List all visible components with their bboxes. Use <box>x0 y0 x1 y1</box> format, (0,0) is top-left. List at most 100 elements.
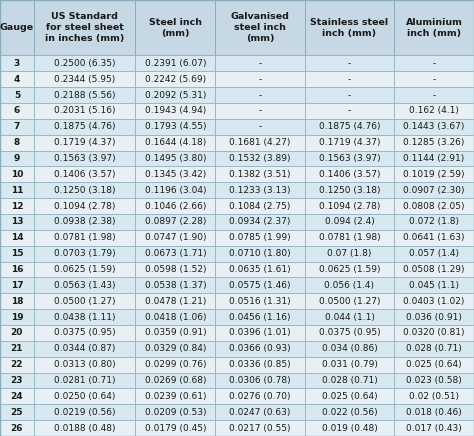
Bar <box>305 325 394 341</box>
Bar <box>215 0 305 55</box>
Bar <box>34 72 136 87</box>
Bar <box>394 103 474 119</box>
Bar <box>215 309 305 325</box>
Bar <box>394 293 474 309</box>
Text: Stainless steel
inch (mm): Stainless steel inch (mm) <box>310 18 389 37</box>
Text: 0.017 (0.43): 0.017 (0.43) <box>406 423 462 433</box>
Bar <box>215 119 305 135</box>
Text: 0.0375 (0.95): 0.0375 (0.95) <box>319 328 380 337</box>
Text: 0.2242 (5.69): 0.2242 (5.69) <box>145 75 206 84</box>
Bar <box>305 167 394 182</box>
Bar <box>0 388 34 404</box>
Bar <box>136 262 215 277</box>
Bar <box>215 55 305 72</box>
Bar <box>305 388 394 404</box>
Text: 0.2500 (6.35): 0.2500 (6.35) <box>54 59 115 68</box>
Text: 0.028 (0.71): 0.028 (0.71) <box>321 376 377 385</box>
Text: 0.0250 (0.64): 0.0250 (0.64) <box>54 392 115 401</box>
Text: 0.1563 (3.97): 0.1563 (3.97) <box>54 154 116 163</box>
Text: 0.0563 (1.43): 0.0563 (1.43) <box>54 281 115 290</box>
Bar <box>34 214 136 230</box>
Bar <box>305 119 394 135</box>
Bar <box>305 55 394 72</box>
Bar <box>136 309 215 325</box>
Bar <box>305 420 394 436</box>
Bar <box>136 103 215 119</box>
Text: 0.1943 (4.94): 0.1943 (4.94) <box>145 106 206 116</box>
Text: US Standard
for steel sheet
in inches (mm): US Standard for steel sheet in inches (m… <box>45 13 124 43</box>
Text: 0.0508 (1.29): 0.0508 (1.29) <box>403 265 465 274</box>
Text: 0.07 (1.8): 0.07 (1.8) <box>327 249 372 258</box>
Text: 0.034 (0.86): 0.034 (0.86) <box>321 344 377 353</box>
Bar <box>305 309 394 325</box>
Bar <box>215 214 305 230</box>
Bar <box>136 0 215 55</box>
Text: 0.2031 (5.16): 0.2031 (5.16) <box>54 106 115 116</box>
Text: 4: 4 <box>14 75 20 84</box>
Text: -: - <box>432 75 436 84</box>
Text: 0.0336 (0.85): 0.0336 (0.85) <box>229 360 291 369</box>
Text: 0.0313 (0.80): 0.0313 (0.80) <box>54 360 116 369</box>
Text: 0.1233 (3.13): 0.1233 (3.13) <box>229 186 291 195</box>
Bar <box>34 246 136 262</box>
Bar <box>0 420 34 436</box>
Bar <box>215 341 305 357</box>
Bar <box>394 182 474 198</box>
Text: 21: 21 <box>11 344 23 353</box>
Text: 0.0938 (2.38): 0.0938 (2.38) <box>54 218 115 226</box>
Bar <box>0 262 34 277</box>
Text: Galvanised
steel inch
(mm): Galvanised steel inch (mm) <box>230 13 290 43</box>
Text: 0.1406 (3.57): 0.1406 (3.57) <box>54 170 115 179</box>
Bar <box>136 119 215 135</box>
Bar <box>394 341 474 357</box>
Text: 0.0897 (2.28): 0.0897 (2.28) <box>145 218 206 226</box>
Text: 19: 19 <box>10 313 23 322</box>
Bar <box>394 309 474 325</box>
Text: -: - <box>348 75 351 84</box>
Text: 0.1019 (2.59): 0.1019 (2.59) <box>403 170 465 179</box>
Bar <box>34 341 136 357</box>
Bar <box>215 87 305 103</box>
Bar <box>305 404 394 420</box>
Bar <box>215 388 305 404</box>
Text: 11: 11 <box>11 186 23 195</box>
Text: 0.1719 (4.37): 0.1719 (4.37) <box>54 138 115 147</box>
Bar <box>34 262 136 277</box>
Bar <box>136 373 215 388</box>
Text: 0.0396 (1.01): 0.0396 (1.01) <box>229 328 291 337</box>
Bar <box>0 293 34 309</box>
Text: 0.072 (1.8): 0.072 (1.8) <box>409 218 459 226</box>
Text: 0.0538 (1.37): 0.0538 (1.37) <box>145 281 206 290</box>
Bar <box>136 72 215 87</box>
Bar <box>136 420 215 436</box>
Bar <box>136 325 215 341</box>
Text: 0.0359 (0.91): 0.0359 (0.91) <box>145 328 206 337</box>
Bar <box>305 246 394 262</box>
Text: 14: 14 <box>10 233 23 242</box>
Bar <box>215 293 305 309</box>
Text: 0.0456 (1.16): 0.0456 (1.16) <box>229 313 291 322</box>
Text: 0.1681 (4.27): 0.1681 (4.27) <box>229 138 291 147</box>
Bar <box>215 182 305 198</box>
Text: 0.056 (1.4): 0.056 (1.4) <box>325 281 374 290</box>
Text: 0.0747 (1.90): 0.0747 (1.90) <box>145 233 206 242</box>
Bar <box>305 230 394 246</box>
Bar <box>394 72 474 87</box>
Bar <box>136 182 215 198</box>
Text: 0.1285 (3.26): 0.1285 (3.26) <box>403 138 465 147</box>
Bar <box>215 72 305 87</box>
Bar <box>0 230 34 246</box>
Bar <box>34 325 136 341</box>
Text: 8: 8 <box>14 138 20 147</box>
Text: 0.0438 (1.11): 0.0438 (1.11) <box>54 313 115 322</box>
Bar <box>305 103 394 119</box>
Text: -: - <box>258 91 262 100</box>
Bar <box>215 325 305 341</box>
Text: 0.0299 (0.76): 0.0299 (0.76) <box>145 360 206 369</box>
Bar <box>394 325 474 341</box>
Text: 0.0710 (1.80): 0.0710 (1.80) <box>229 249 291 258</box>
Bar <box>215 230 305 246</box>
Text: 10: 10 <box>11 170 23 179</box>
Bar <box>34 0 136 55</box>
Text: 0.1382 (3.51): 0.1382 (3.51) <box>229 170 291 179</box>
